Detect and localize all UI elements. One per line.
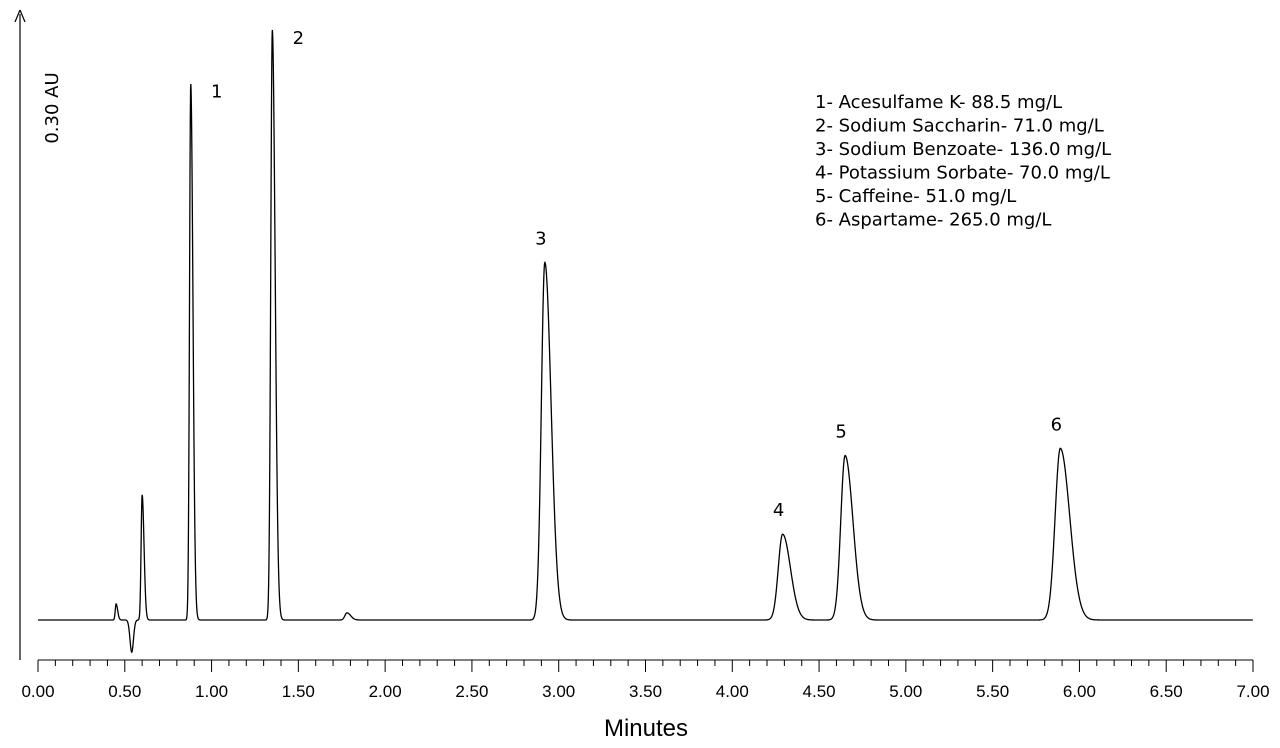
y-axis-label: 0.30 AU [42,72,63,143]
x-tick-label: 7.00 [1236,682,1269,701]
peak-label-4: 4 [773,500,784,521]
y-axis-arrow [14,9,26,23]
legend-entry: 1- Acesulfame K- 88.5 mg/L [815,92,1062,113]
legend-entry: 4- Potassium Sorbate- 70.0 mg/L [815,163,1110,184]
x-axis-ticks [37,660,1254,672]
peak-label-1: 1 [211,82,222,103]
chromatogram-trace [38,29,1253,654]
x-tick-label: 5.50 [976,682,1009,701]
legend-entry: 2- Sodium Saccharin- 71.0 mg/L [815,116,1104,137]
peak-label-2: 2 [293,28,304,49]
x-tick-label: 1.00 [195,682,228,701]
legend-entry: 6- Aspartame- 265.0 mg/L [815,210,1051,231]
x-tick-label: 3.00 [542,682,575,701]
x-tick-label: 6.00 [1063,682,1096,701]
x-tick-label: 0.00 [21,682,54,701]
x-tick-label: 0.50 [108,682,141,701]
peak-labels: 1 2 3 4 5 6 [211,28,1062,521]
legend-entry: 5- Caffeine- 51.0 mg/L [815,186,1016,207]
legend-entry: 3- Sodium Benzoate- 136.0 mg/L [815,139,1111,160]
x-tick-label: 2.00 [369,682,402,701]
peak-label-3: 3 [535,228,546,249]
x-tick-label: 4.00 [716,682,749,701]
x-tick-label: 2.50 [455,682,488,701]
x-tick-label: 5.00 [889,682,922,701]
peak-label-6: 6 [1051,414,1062,435]
x-axis-title: Minutes [604,715,688,742]
legend: 1- Acesulfame K- 88.5 mg/L 2- Sodium Sacc… [815,92,1111,231]
x-tick-label: 4.50 [803,682,836,701]
x-tick-label: 6.50 [1150,682,1183,701]
peak-label-5: 5 [835,422,846,443]
x-axis-tick-labels: 0.00 0.50 1.00 1.50 2.00 2.50 3.00 3.50 4.00 4.50… [21,682,1269,701]
x-tick-label: 1.50 [282,682,315,701]
x-tick-label: 3.50 [629,682,662,701]
